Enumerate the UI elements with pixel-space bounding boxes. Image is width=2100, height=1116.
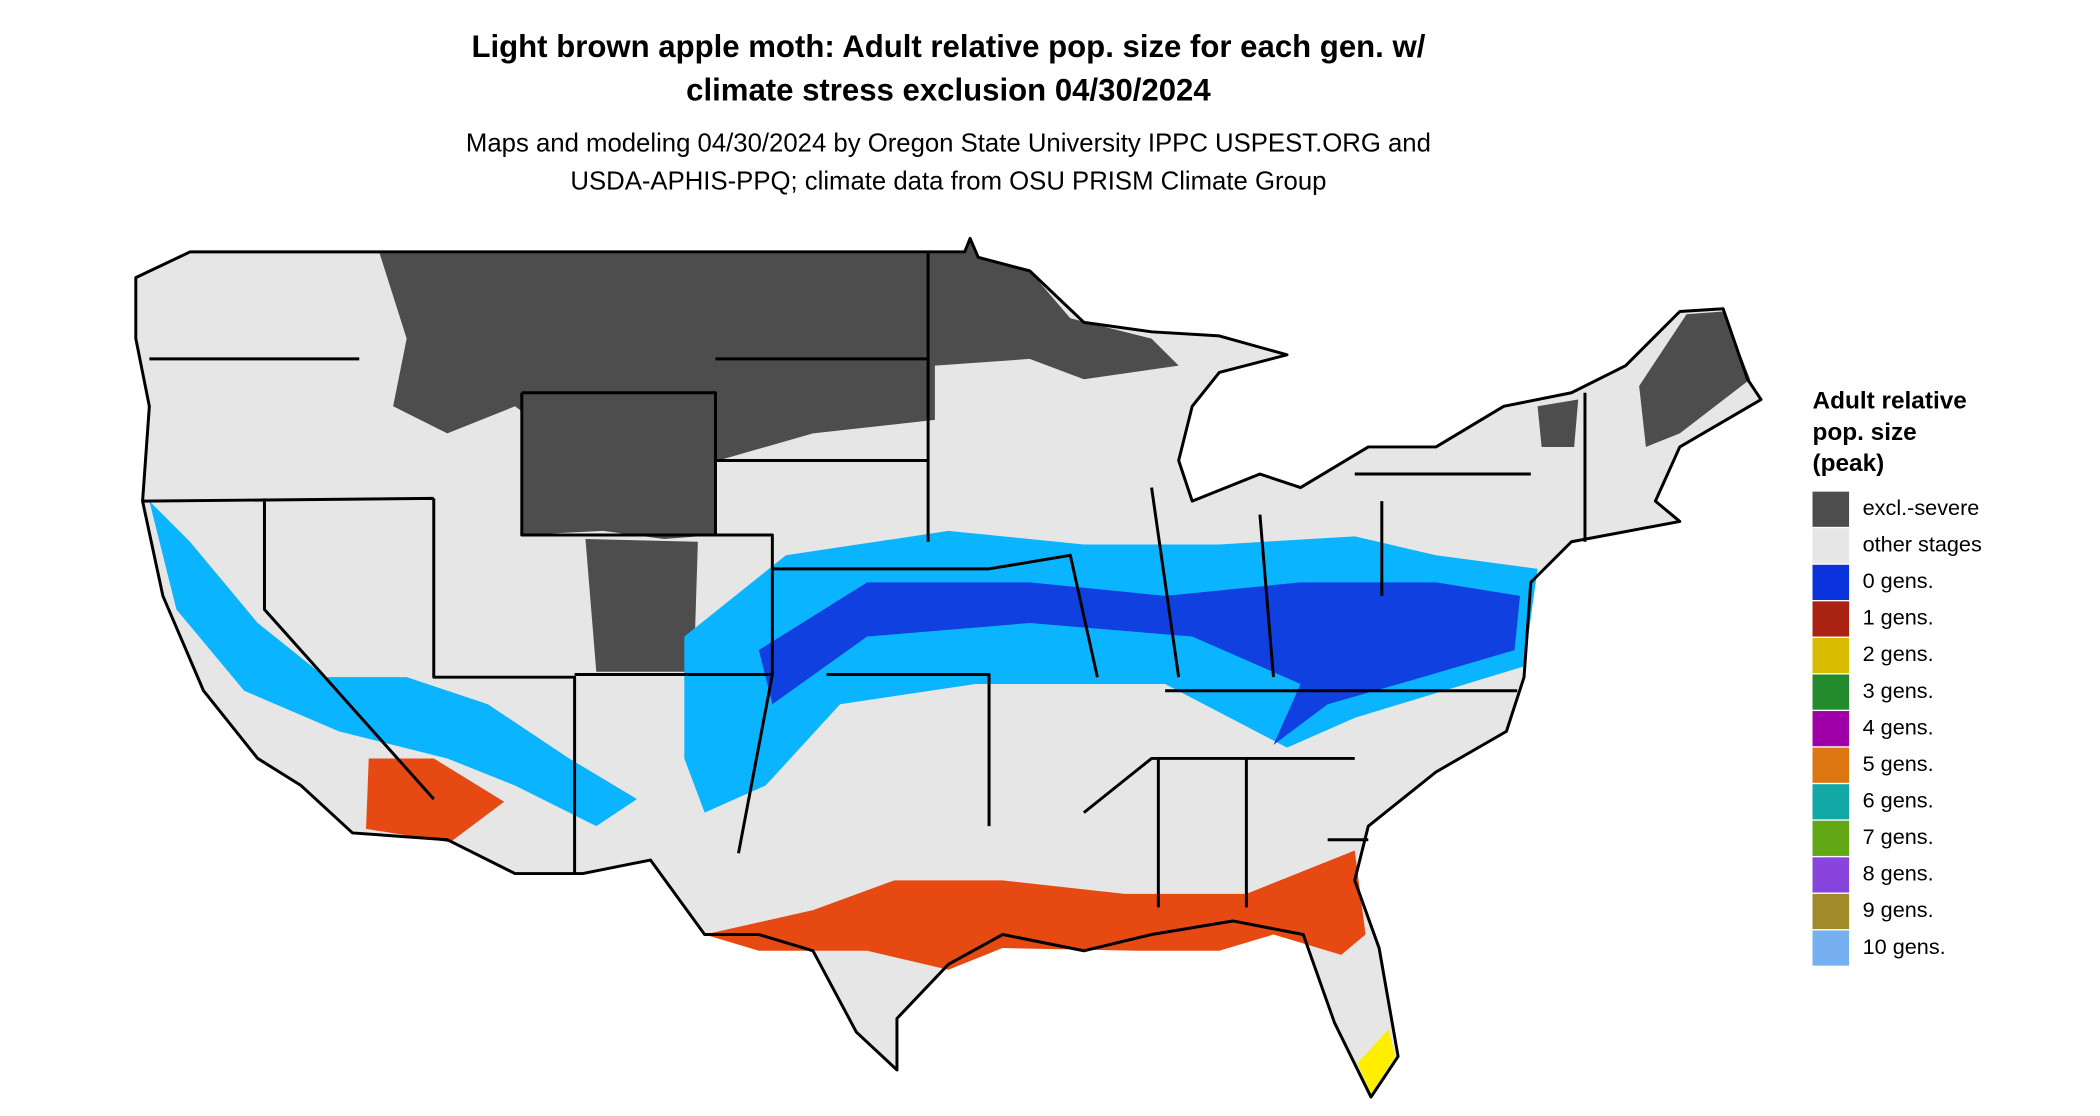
legend-title: pop. size [1813,419,1917,446]
legend-title: Adult relative [1813,388,1967,415]
legend-label: 2 gens. [1863,641,1934,666]
one-gen-region [366,758,505,843]
legend-swatch [1812,857,1850,893]
exclusion-region [585,539,698,672]
zero-gen-region [758,582,1520,745]
legend-label: 3 gens. [1863,678,1934,703]
legend-label: 9 gens. [1863,897,1934,922]
map [134,236,1763,1099]
legend-label: 1 gens. [1863,605,1934,630]
legend-swatch [1812,491,1850,527]
legend-label: 5 gens. [1863,751,1934,776]
legend-swatch [1812,747,1850,783]
zero-gen-region [149,501,637,827]
legend: Adult relative pop. size (peak) excl.-se… [1812,388,1982,966]
legend-title: (peak) [1813,450,1885,477]
legend-label: excl.-severe [1863,495,1980,520]
legend-items: excl.-severe other stages 0 gens. 1 gens. 2 … [1812,491,1982,966]
legend-label: 8 gens. [1863,861,1934,886]
legend-swatch [1812,637,1850,674]
legend-label: 4 gens. [1863,714,1934,739]
exclusion-region [521,392,716,540]
subtitle: USDA-APHIS-PPQ; climate data from OSU PR… [570,168,1326,196]
legend-swatch [1812,601,1850,637]
legend-label: 10 gens. [1863,934,1946,959]
legend-swatch [1812,528,1850,564]
title: Light brown apple moth: Adult relative p… [471,29,1425,64]
two-gen-region [1357,1029,1396,1095]
one-gen-region [704,850,1366,970]
state-border [142,251,1587,908]
legend-swatch [1812,711,1850,747]
legend-swatch [1812,820,1850,856]
legend-label: 7 gens. [1863,824,1934,849]
us-border [134,236,1763,1099]
subtitle: Maps and modeling 04/30/2024 by Oregon S… [466,130,1431,158]
legend-label: other stages [1863,532,1982,557]
legend-swatch [1812,674,1850,710]
legend-swatch [1812,784,1850,820]
exclusion-region [1537,399,1579,447]
legend-swatch [1812,930,1850,966]
legend-swatch [1812,893,1850,930]
title: climate stress exclusion 04/30/2024 [686,72,1211,107]
exclusion-region [1639,311,1751,447]
legend-label: 0 gens. [1863,568,1934,593]
legend-swatch [1812,564,1850,600]
legend-label: 6 gens. [1863,788,1934,813]
